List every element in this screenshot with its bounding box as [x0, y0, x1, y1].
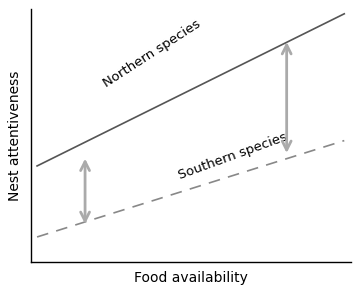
Text: Northern species: Northern species [101, 17, 203, 90]
X-axis label: Food availability: Food availability [134, 271, 248, 285]
Text: Southern species: Southern species [176, 131, 289, 183]
FancyArrowPatch shape [282, 45, 291, 150]
Y-axis label: Nest attentiveness: Nest attentiveness [8, 70, 22, 201]
FancyArrowPatch shape [81, 162, 89, 221]
